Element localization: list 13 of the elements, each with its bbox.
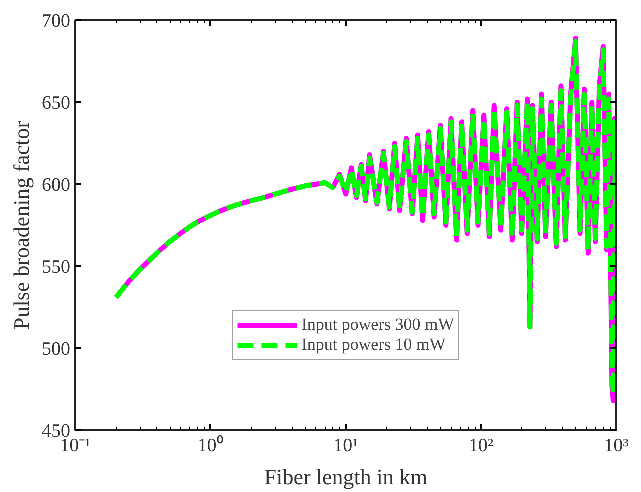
y-tick-label: 650 <box>42 93 70 114</box>
x-axis-title: Fiber length in km <box>264 464 428 490</box>
y-axis-title: Pulse broadening factor <box>9 120 34 330</box>
legend-label: Input powers 10 mW <box>302 335 446 355</box>
y-tick-label: 600 <box>42 175 70 196</box>
y-tick-label: 700 <box>42 11 70 32</box>
x-tick-label: 10² <box>468 436 494 456</box>
x-tick-label: 10¹ <box>334 436 359 456</box>
legend-label: Input powers 300 mW <box>302 315 454 335</box>
x-tick-label: 10⁰ <box>198 434 224 456</box>
y-tick-label: 500 <box>42 339 70 360</box>
y-tick-label: 550 <box>42 257 70 278</box>
x-tick-label: 10³ <box>604 436 630 456</box>
